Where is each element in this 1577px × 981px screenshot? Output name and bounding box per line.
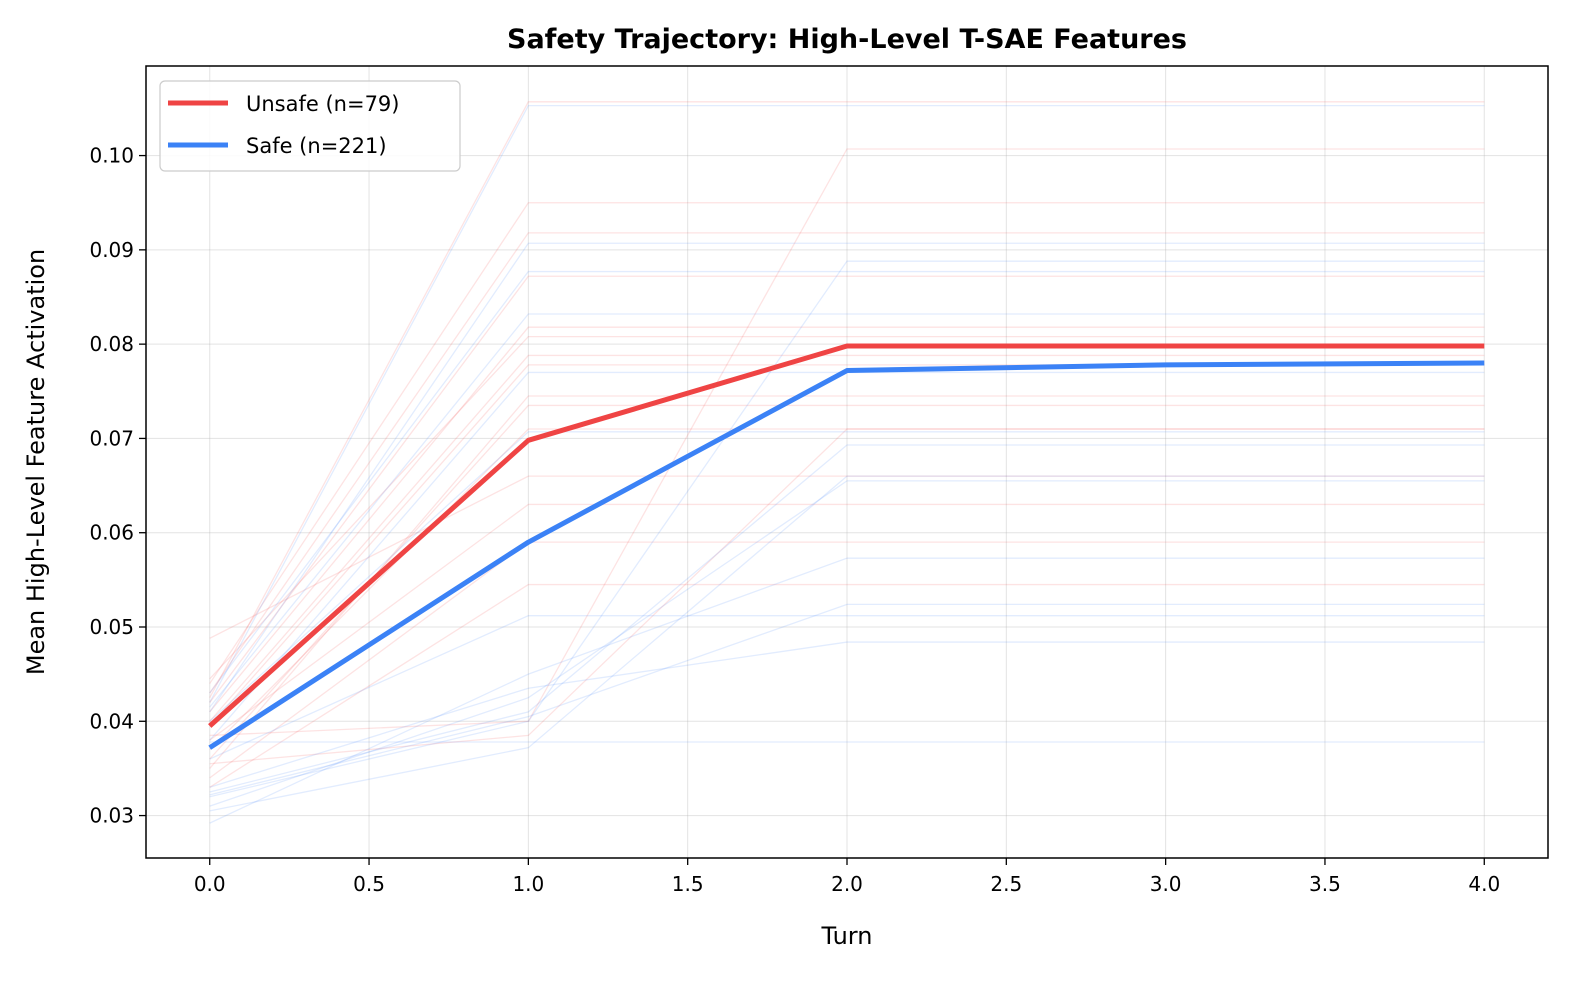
x-axis: 0.0 0.5 1.0 1.5 2.0 2.5 3.0 3.5 4.0 (194, 858, 1500, 896)
unsafe-trace-line (209, 101, 1485, 699)
legend: Unsafe (n=79) Safe (n=221) (159, 80, 461, 172)
chart-title: Safety Trajectory: High-Level T-SAE Feat… (507, 24, 1187, 55)
safe-trace-line (209, 475, 1485, 812)
y-tick-label: 0.08 (89, 332, 134, 356)
safe-trace-line (209, 480, 1485, 807)
safe-mean-line (208, 360, 1485, 750)
safe-trace-line (209, 270, 1485, 694)
unsafe-trace-line (209, 335, 1485, 680)
x-tick-label: 2.5 (990, 872, 1022, 896)
unsafe-trace-line (209, 475, 1485, 639)
y-tick-label: 0.09 (89, 238, 134, 262)
individual-traces (209, 101, 1485, 824)
unsafe-trace-line (209, 404, 1485, 760)
safe-trace-line (209, 313, 1485, 708)
x-tick-label: 0.0 (194, 872, 226, 896)
y-tick-label: 0.07 (89, 426, 134, 450)
legend-label-safe: Safe (n=221) (246, 134, 387, 158)
x-tick-label: 1.0 (512, 872, 544, 896)
x-tick-label: 3.0 (1150, 872, 1182, 896)
unsafe-trace-line (209, 148, 1485, 737)
safe-trace-line (209, 260, 1485, 798)
y-tick-label: 0.03 (89, 804, 134, 828)
safe-trace-line (209, 641, 1485, 788)
unsafe-trace-line (209, 583, 1485, 788)
x-tick-label: 2.0 (831, 872, 863, 896)
x-tick-label: 0.5 (353, 872, 385, 896)
safe-trace-line (209, 242, 1485, 713)
mean-lines (208, 343, 1485, 750)
y-tick-label: 0.04 (89, 709, 134, 733)
unsafe-trace-line (209, 202, 1485, 684)
unsafe-trace-line (209, 428, 1485, 765)
y-axis-label: Mean High-Level Feature Activation (22, 249, 50, 675)
unsafe-mean-line (208, 343, 1485, 728)
unsafe-trace-line (209, 232, 1485, 694)
unsafe-trace-line (209, 541, 1485, 779)
safe-trace-line (209, 615, 1485, 760)
grid (146, 66, 1548, 858)
unsafe-trace-line (209, 354, 1485, 722)
y-tick-label: 0.05 (89, 615, 134, 639)
y-tick-label: 0.06 (89, 521, 134, 545)
safe-trace-line (209, 104, 1485, 703)
y-tick-label: 0.10 (89, 144, 134, 168)
x-tick-label: 4.0 (1468, 872, 1500, 896)
safe-trace-line (209, 431, 1485, 722)
unsafe-trace-line (209, 275, 1485, 703)
x-axis-label: Turn (821, 922, 873, 950)
safe-trace-line (209, 557, 1485, 824)
safe-trace-line (209, 444, 1485, 793)
legend-box (159, 80, 461, 172)
x-tick-label: 3.5 (1309, 872, 1341, 896)
unsafe-trace-line (209, 395, 1485, 769)
safe-trace-line (209, 603, 1485, 796)
y-axis: 0.03 0.04 0.05 0.06 0.07 0.08 0.09 0.10 (89, 144, 146, 828)
legend-label-unsafe: Unsafe (n=79) (246, 92, 400, 116)
x-tick-label: 1.5 (672, 872, 704, 896)
unsafe-trace-line (209, 503, 1485, 741)
unsafe-trace-line (209, 326, 1485, 713)
